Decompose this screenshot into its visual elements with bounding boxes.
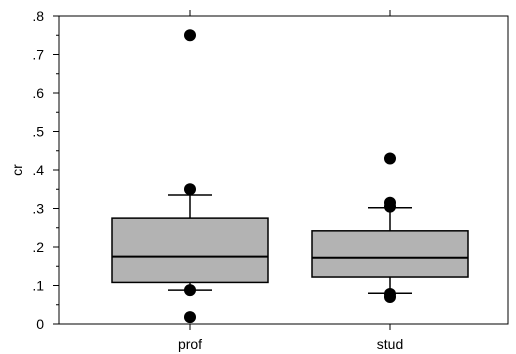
box-group-stud xyxy=(311,152,469,304)
y-tick-label-3: .3 xyxy=(32,201,44,217)
box-group-prof xyxy=(111,29,269,324)
outlier-point-stud-4 xyxy=(384,152,396,165)
y-tick-label-6: .6 xyxy=(32,85,44,101)
boxes-layer xyxy=(111,29,469,324)
x-axis: prof stud xyxy=(178,10,403,352)
y-tick-label-2: .2 xyxy=(32,239,44,255)
y-axis: 0 .1 .2 .3 .4 .5 .6 .7 .8 xyxy=(32,8,59,332)
y-tick-label-1: .1 xyxy=(32,278,44,294)
y-axis-title: cr xyxy=(9,164,25,176)
y-tick-label-8: .8 xyxy=(32,8,44,24)
y-tick-label-4: .4 xyxy=(32,162,44,178)
outlier-point-prof-0 xyxy=(184,311,196,324)
y-tick-label-0: 0 xyxy=(36,316,44,332)
x-tick-label-stud: stud xyxy=(377,336,403,352)
outlier-point-prof-1 xyxy=(184,284,196,297)
iqr-box-prof xyxy=(111,217,269,284)
y-tick-label-5: .5 xyxy=(32,124,44,140)
outlier-point-stud-3 xyxy=(384,196,396,209)
iqr-box-stud xyxy=(311,230,469,278)
outlier-point-prof-3 xyxy=(184,29,196,42)
outlier-point-stud-1 xyxy=(384,287,396,300)
x-tick-label-prof: prof xyxy=(178,336,202,352)
outlier-point-prof-2 xyxy=(184,183,196,196)
y-tick-label-7: .7 xyxy=(32,47,44,63)
